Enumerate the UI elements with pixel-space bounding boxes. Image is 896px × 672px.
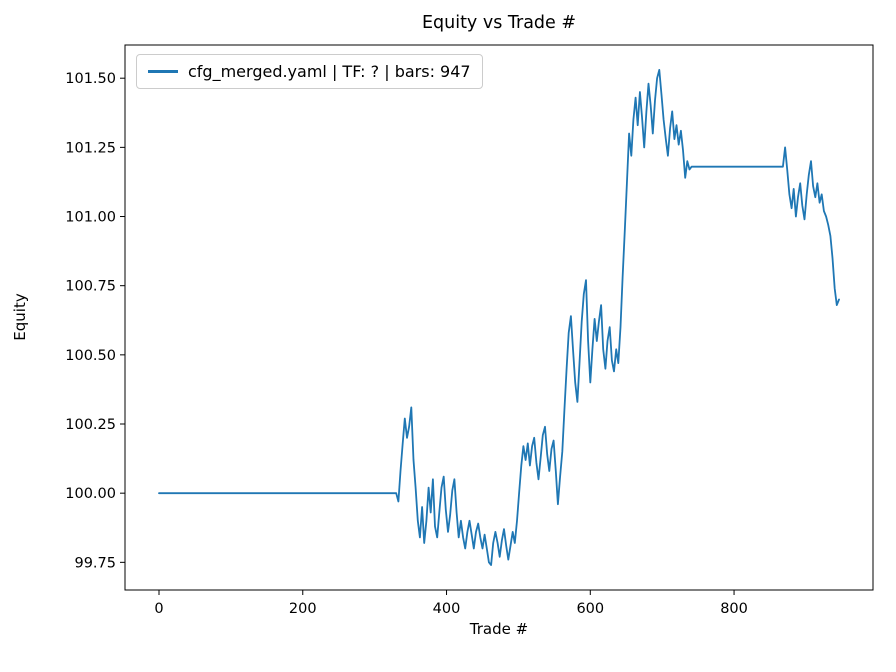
- y-tick-label: 100.25: [65, 417, 116, 433]
- x-axis-label: Trade #: [469, 620, 529, 638]
- y-tick-label: 100.75: [65, 279, 116, 295]
- x-tick-label: 0: [154, 601, 163, 617]
- equity-line: [158, 69, 840, 566]
- y-axis-label: Equity: [11, 293, 29, 341]
- legend-label: cfg_merged.yaml | TF: ? | bars: 947: [188, 62, 471, 81]
- legend: cfg_merged.yaml | TF: ? | bars: 947: [136, 54, 483, 89]
- y-tick-label: 101.00: [65, 210, 116, 226]
- y-tick-label: 101.50: [65, 71, 116, 87]
- legend-line-swatch: [148, 70, 178, 73]
- chart-title: Equity vs Trade #: [421, 13, 577, 33]
- x-tick-label: 800: [720, 601, 748, 617]
- y-tick-label: 99.75: [74, 555, 116, 571]
- axes-spines: [124, 44, 874, 591]
- x-tick-label: 400: [433, 601, 461, 617]
- y-tick-label: 100.00: [65, 486, 116, 502]
- y-tick-label: 101.25: [65, 140, 116, 156]
- x-tick-label: 600: [576, 601, 604, 617]
- x-tick-label: 200: [289, 601, 317, 617]
- y-tick-label: 100.50: [65, 348, 116, 364]
